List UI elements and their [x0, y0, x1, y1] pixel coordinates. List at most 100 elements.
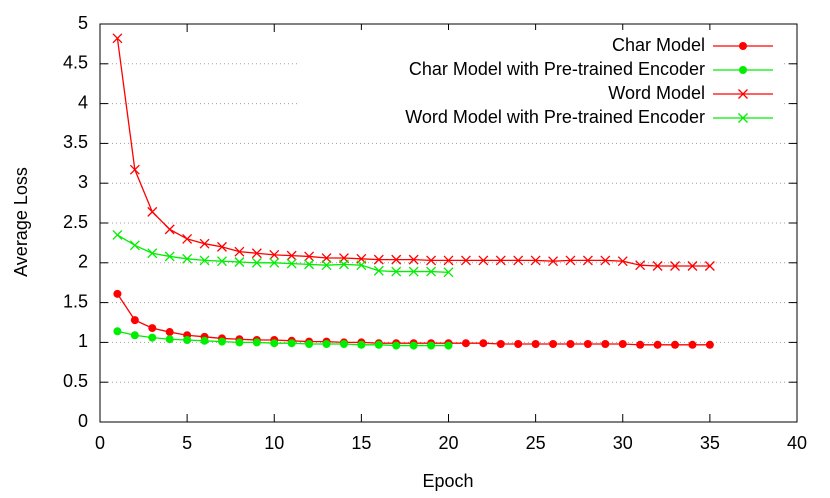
point — [129, 240, 140, 251]
point — [565, 255, 576, 266]
point — [322, 339, 331, 348]
y-tick-label: 4 — [78, 92, 88, 112]
point — [251, 248, 262, 259]
point — [408, 254, 419, 265]
point — [391, 266, 402, 277]
point — [165, 335, 174, 344]
point — [549, 339, 558, 348]
legend-label: Char Model with Pre-trained Encoder — [409, 59, 705, 79]
point — [478, 255, 489, 266]
point — [618, 339, 627, 348]
y-tick-label: 3 — [78, 172, 88, 192]
point — [182, 233, 193, 244]
legend-marker — [739, 42, 747, 50]
point — [705, 340, 714, 349]
point — [670, 261, 680, 271]
point — [130, 331, 139, 340]
point — [392, 341, 401, 350]
point — [531, 339, 540, 348]
point — [653, 340, 662, 349]
point — [199, 238, 210, 249]
point — [583, 339, 592, 348]
point — [113, 289, 122, 298]
point — [199, 255, 210, 266]
point — [427, 341, 436, 350]
legend-marker — [738, 113, 748, 123]
x-axis-label: Epoch — [422, 471, 473, 491]
point — [513, 255, 524, 266]
point — [426, 255, 437, 266]
point — [461, 339, 470, 348]
legend-label: Char Model — [612, 35, 705, 55]
point — [148, 324, 157, 333]
y-tick-label: 0.5 — [63, 371, 88, 391]
y-tick-label: 0 — [78, 411, 88, 431]
point — [496, 339, 505, 348]
point — [129, 164, 140, 175]
point — [671, 340, 680, 349]
point — [112, 229, 123, 240]
point — [426, 266, 437, 277]
point — [321, 260, 332, 271]
point — [130, 316, 139, 325]
point — [287, 339, 296, 348]
point — [286, 250, 297, 261]
point — [164, 251, 175, 262]
point — [147, 248, 158, 259]
x-tick-label: 35 — [700, 433, 720, 453]
point — [652, 261, 663, 271]
point — [338, 259, 349, 270]
point — [112, 33, 123, 44]
point — [600, 255, 611, 266]
point — [636, 340, 645, 349]
y-tick-label: 4.5 — [63, 53, 88, 73]
y-tick-label: 3.5 — [63, 132, 88, 152]
point — [269, 249, 280, 260]
point — [408, 266, 419, 277]
point — [200, 336, 209, 345]
point — [373, 265, 384, 276]
legend-label: Word Model with Pre-trained Encoder — [405, 107, 705, 127]
point — [183, 336, 192, 345]
point — [270, 339, 279, 348]
legend-background — [298, 30, 783, 132]
point — [164, 224, 175, 235]
point — [234, 257, 245, 267]
point — [635, 260, 646, 271]
y-tick-label: 1 — [78, 331, 88, 351]
x-tick-label: 10 — [264, 433, 284, 453]
point — [305, 339, 314, 348]
point — [460, 255, 471, 266]
point — [304, 259, 315, 270]
y-axis-label: Average Loss — [11, 167, 31, 277]
point — [601, 339, 610, 348]
point — [217, 241, 227, 252]
point — [688, 340, 697, 349]
legend-label: Word Model — [608, 83, 705, 103]
point — [443, 255, 454, 266]
point — [304, 251, 315, 262]
y-tick-label: 5 — [78, 13, 88, 33]
y-tick-label: 2.5 — [63, 212, 88, 232]
point — [391, 254, 402, 265]
x-tick-label: 40 — [787, 433, 807, 453]
point — [687, 261, 698, 271]
point — [286, 258, 297, 269]
point — [357, 340, 366, 349]
point — [443, 267, 454, 278]
point — [234, 246, 245, 257]
point — [444, 341, 453, 350]
series-line — [117, 234, 449, 274]
point — [339, 339, 348, 348]
point — [514, 339, 523, 348]
point — [582, 255, 593, 266]
point — [165, 328, 174, 337]
plot-frame — [99, 23, 798, 423]
point — [217, 256, 227, 267]
point — [252, 338, 261, 347]
point — [356, 260, 367, 271]
x-tick-label: 0 — [95, 433, 105, 453]
x-tick-label: 20 — [438, 433, 458, 453]
point — [548, 256, 559, 267]
